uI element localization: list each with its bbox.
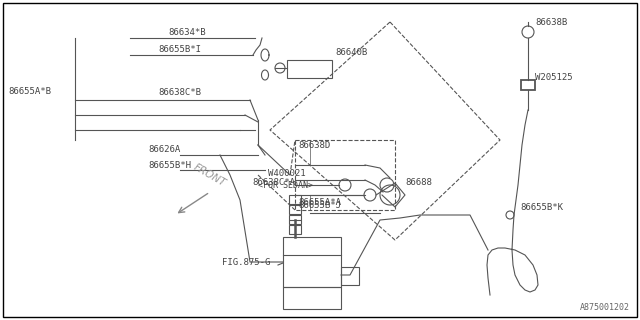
Text: 86688: 86688 [405,178,432,187]
Text: 86638B: 86638B [535,18,567,27]
Bar [289,225,301,234]
Text: <FOR SEDAN>: <FOR SEDAN> [258,181,313,190]
Text: FRONT: FRONT [192,162,228,188]
Text: 86655B*J: 86655B*J [298,201,341,210]
Text: 86634*B: 86634*B [168,28,205,37]
Text: 86655B*K: 86655B*K [520,203,563,212]
Text: W205125: W205125 [535,73,573,82]
Text: 86638C*B: 86638C*B [158,88,201,97]
Text: 86655A*B: 86655A*B [8,87,51,96]
Text: 86626A: 86626A [148,145,180,154]
Bar [521,80,535,90]
Bar [289,215,301,224]
Text: 86640B: 86640B [335,48,367,57]
Text: FIG.875-G: FIG.875-G [222,258,270,267]
Bar [341,267,359,285]
Bar [289,195,301,204]
Bar [283,287,341,309]
Text: 86638C*A: 86638C*A [252,178,295,187]
Text: A875001202: A875001202 [580,303,630,312]
Text: 86655B*H: 86655B*H [148,161,191,170]
Text: 86655B*I: 86655B*I [158,45,201,54]
Bar [287,60,332,78]
Bar [283,237,341,287]
Text: 86638D: 86638D [298,141,330,150]
Text: W400021: W400021 [268,169,306,178]
Bar [295,140,395,210]
Text: 86655A*A: 86655A*A [298,198,341,207]
Bar [289,205,301,214]
